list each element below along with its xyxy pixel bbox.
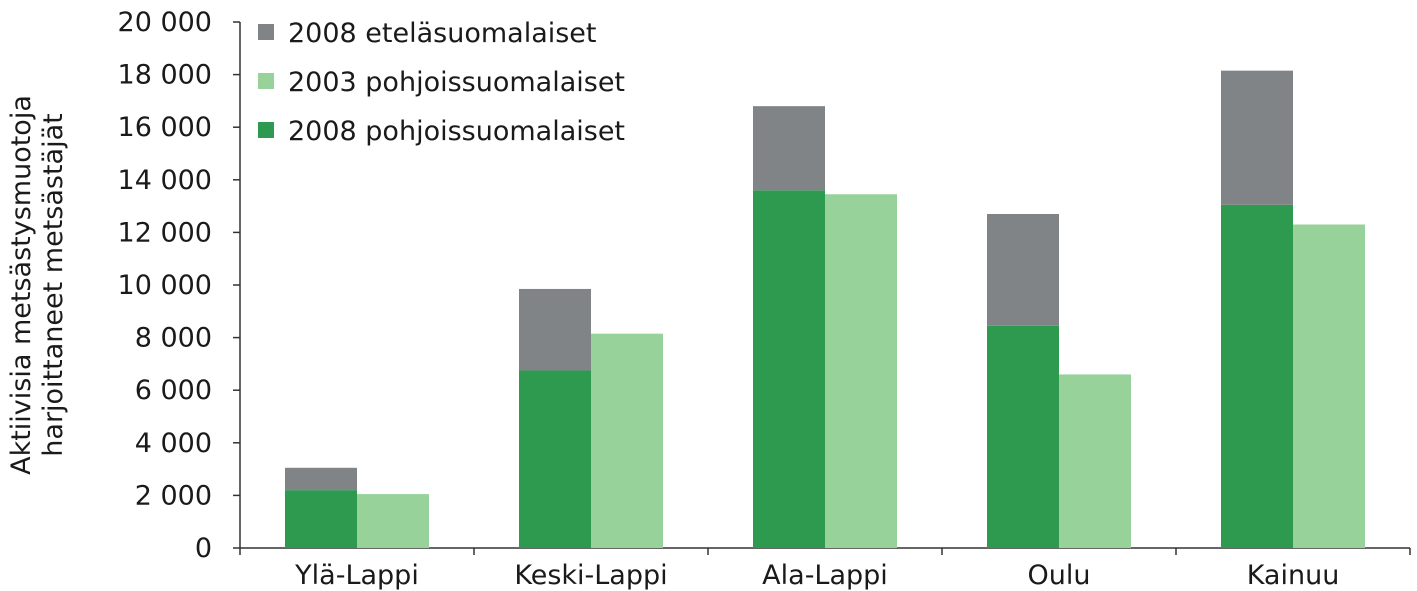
bar xyxy=(987,213,1059,326)
legend: 2008 eteläsuomalaiset 2003 pohjoissuomala… xyxy=(258,18,625,147)
bar xyxy=(987,325,1059,548)
bar xyxy=(825,194,897,548)
x-category-label: Keski-Lappi xyxy=(514,560,667,591)
x-category-label: Kainuu xyxy=(1247,560,1340,591)
legend-swatch xyxy=(258,24,274,40)
y-tick-label: 18 000 xyxy=(118,60,212,91)
x-axis: Ylä-Lappi Keski-Lappi Ala-Lappi Oulu Kainuu xyxy=(239,547,1411,591)
y-axis-title-line: harjoittaneet metsästäjät xyxy=(38,113,69,456)
bar xyxy=(591,333,663,548)
y-tick-label: 8 000 xyxy=(135,323,212,354)
bar xyxy=(285,467,357,491)
y-axis-title-line: Aktiivisia metsästysmuotoja xyxy=(6,95,37,475)
x-category-label: Ala-Lappi xyxy=(762,560,888,591)
bar xyxy=(1221,204,1293,548)
legend-label: 2008 pohjoissuomalaiset xyxy=(288,116,625,147)
x-category-label: Ylä-Lappi xyxy=(294,560,419,591)
y-tick-label: 14 000 xyxy=(118,165,212,196)
bar xyxy=(753,190,825,548)
y-tick-label: 0 xyxy=(195,533,212,564)
y-tick-label: 10 000 xyxy=(118,270,212,301)
bar xyxy=(519,370,591,548)
y-tick-label: 6 000 xyxy=(135,375,212,406)
bar xyxy=(519,288,591,371)
bar xyxy=(1293,224,1365,548)
legend-label: 2003 pohjoissuomalaiset xyxy=(288,67,625,98)
y-tick-label: 2 000 xyxy=(135,480,212,511)
y-axis-title: Aktiivisia metsästysmuotoja harjoittaneet… xyxy=(6,95,69,475)
bar xyxy=(1221,70,1293,205)
y-tick-label: 20 000 xyxy=(118,7,212,38)
bars xyxy=(285,70,1365,548)
bar xyxy=(753,106,825,191)
bar xyxy=(357,494,429,548)
y-tick-label: 12 000 xyxy=(118,217,212,248)
legend-label: 2008 eteläsuomalaiset xyxy=(288,18,597,49)
bar xyxy=(1059,374,1131,548)
x-category-label: Oulu xyxy=(1028,560,1091,591)
legend-swatch xyxy=(258,73,274,89)
y-tick-label: 4 000 xyxy=(135,428,212,459)
y-axis: 0 2 000 4 000 6 000 8 000 10 000 12 000 14 000 1… xyxy=(118,7,241,564)
y-tick-label: 16 000 xyxy=(118,112,212,143)
legend-swatch xyxy=(258,122,274,138)
bar xyxy=(285,490,357,548)
